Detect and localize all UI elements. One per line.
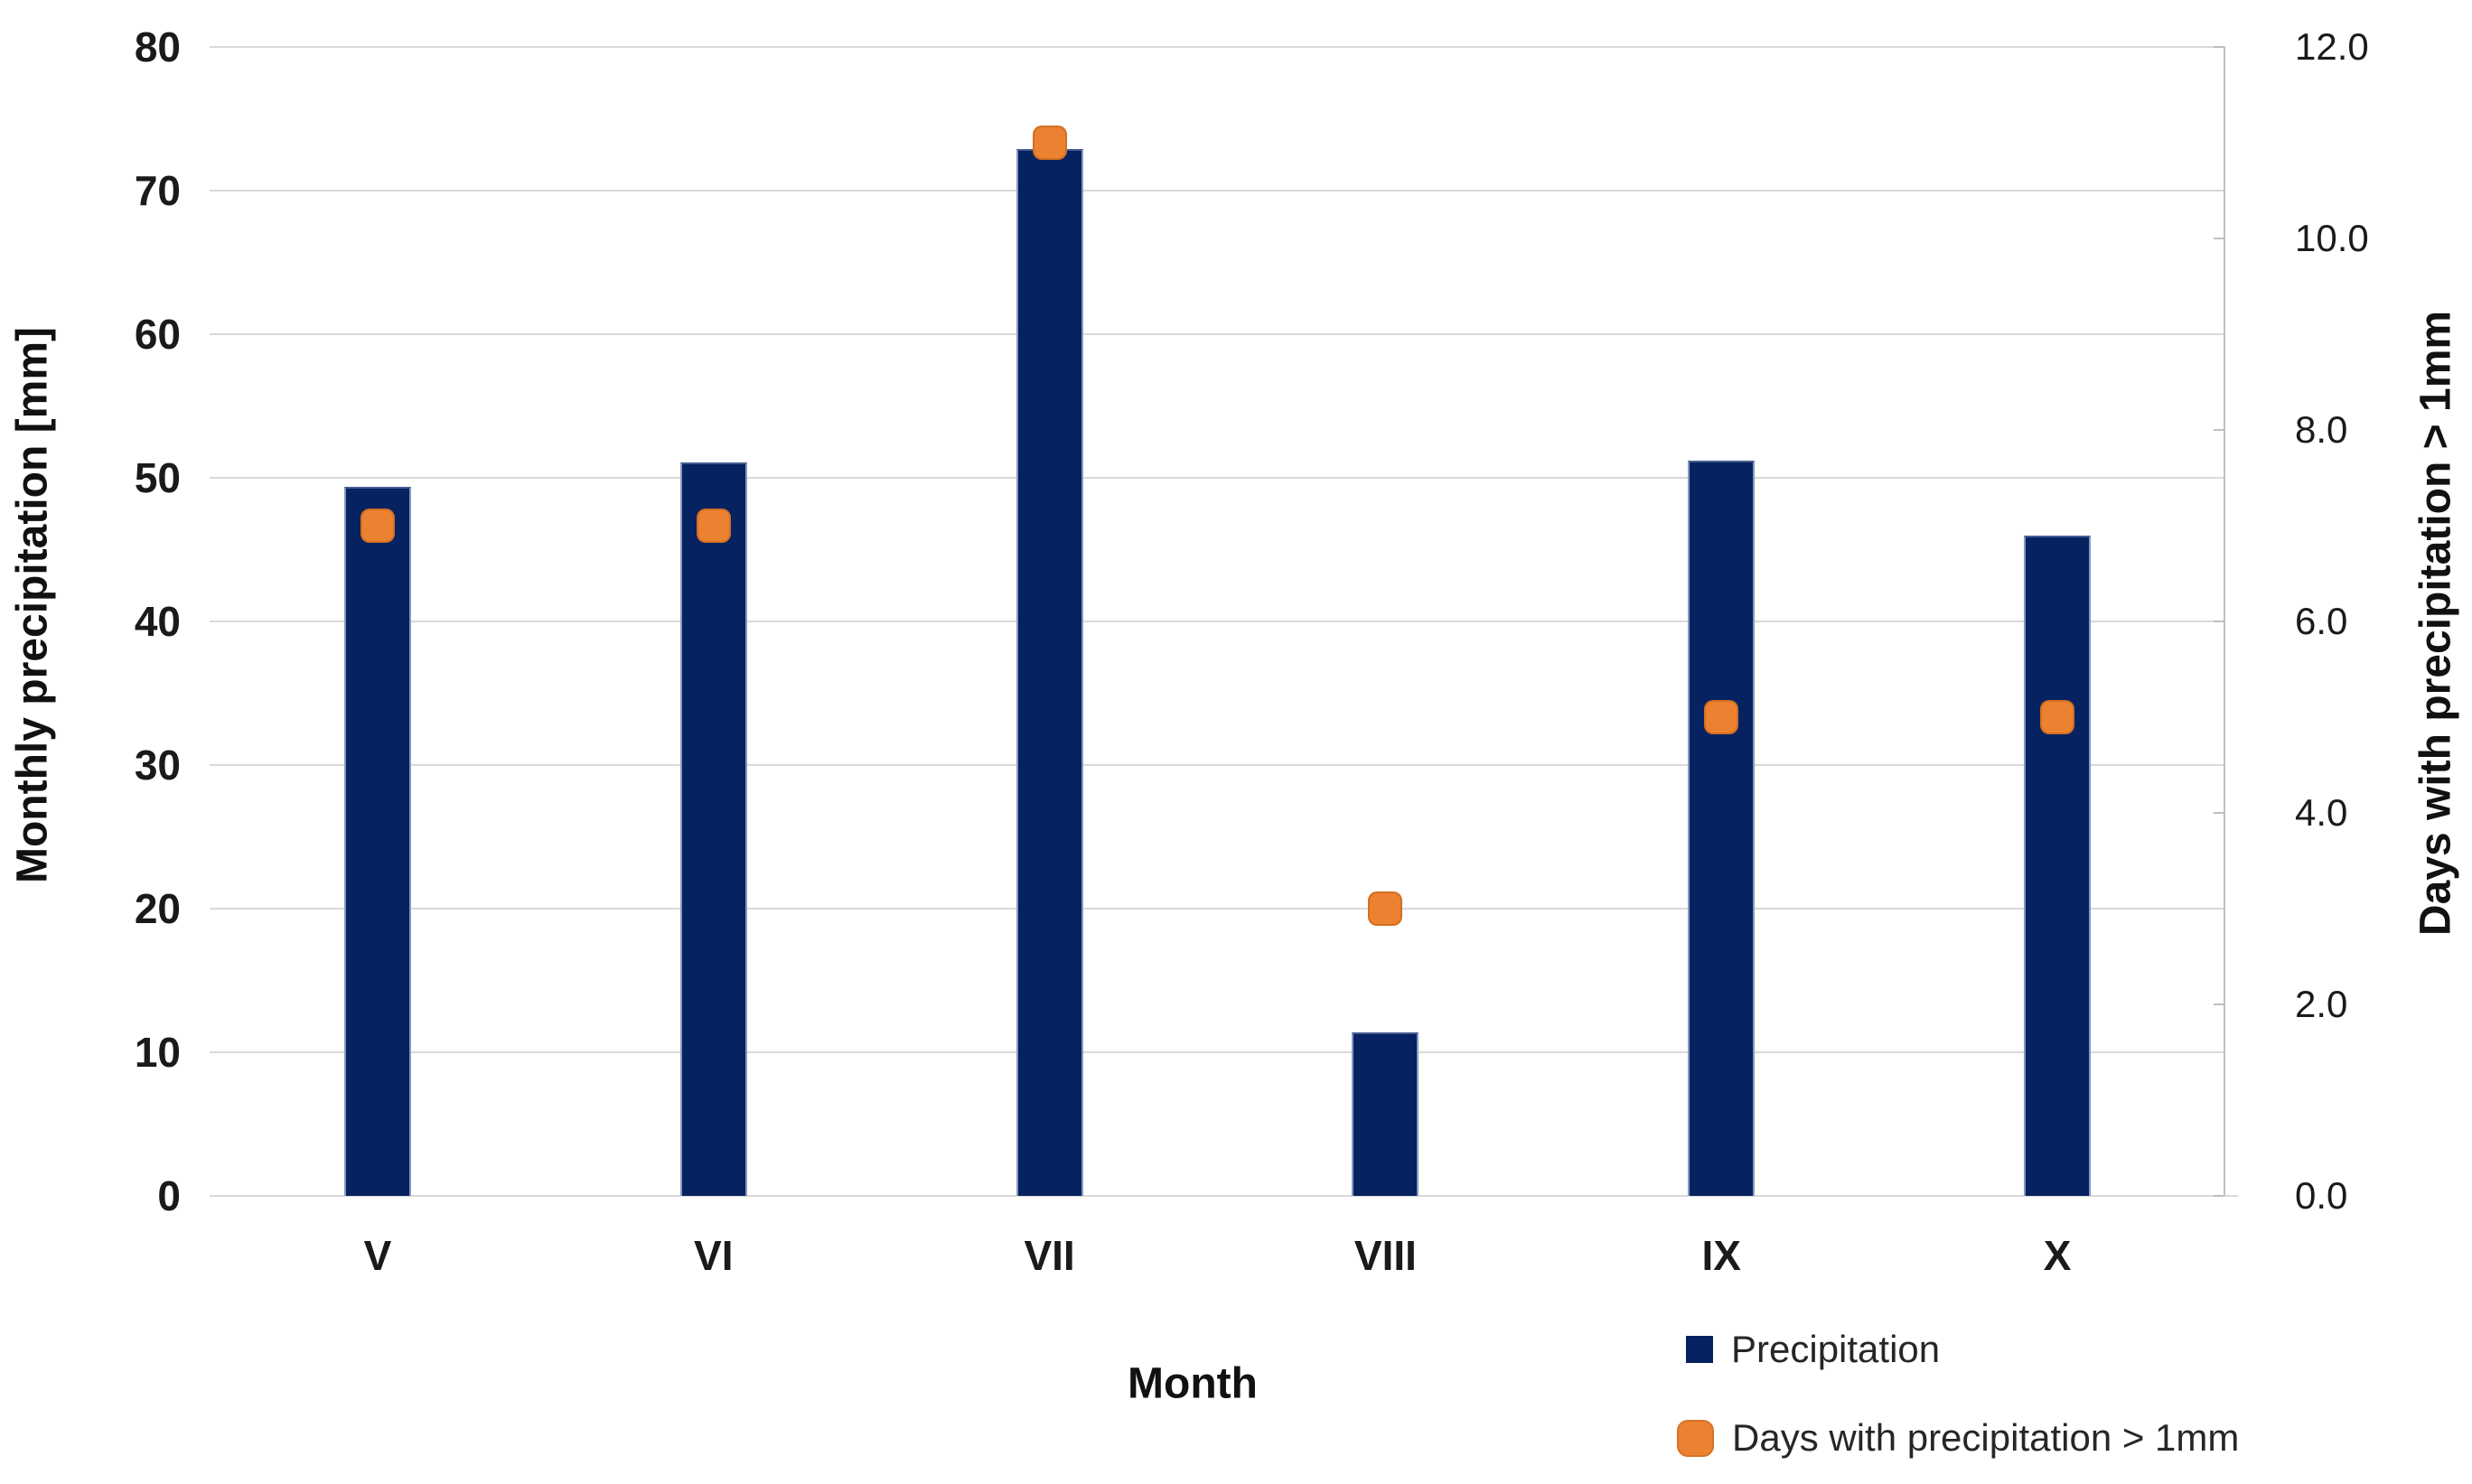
right-axis-tick-label: 10.0: [2295, 217, 2369, 259]
gridline: [210, 908, 2225, 910]
x-tick-label-VI: VI: [694, 1232, 734, 1279]
x-tick-label-VII: VII: [1024, 1232, 1075, 1279]
left-axis-tick-label: 50: [134, 454, 181, 501]
left-axis-tick-label: 0: [157, 1172, 181, 1219]
marker-VI: [696, 509, 731, 543]
gridline: [210, 190, 2225, 191]
left-axis-tick-label: 60: [134, 311, 181, 358]
gridline: [210, 46, 2225, 48]
right-axis-tick: [2214, 812, 2224, 814]
marker-VIII: [1368, 891, 1403, 926]
legend-item-days: Days with precipitation > 1mm: [1677, 1413, 2239, 1463]
x-tick-label-V: V: [363, 1232, 392, 1279]
gridline: [210, 1051, 2225, 1053]
left-axis-tick-label: 40: [134, 598, 181, 645]
gridline: [210, 621, 2225, 622]
left-axis-tick-label: 80: [134, 23, 181, 70]
left-axis-tick-label: 70: [134, 167, 181, 214]
x-tick-label-VIII: VIII: [1353, 1232, 1417, 1279]
gridline: [210, 1195, 2238, 1197]
right-axis-tick-label: 4.0: [2295, 791, 2348, 834]
marker-VII: [1032, 126, 1067, 160]
right-axis-tick: [2214, 46, 2224, 48]
right-axis-tick-label: 0.0: [2295, 1174, 2348, 1217]
legend-label-precipitation: Precipitation: [1731, 1328, 1941, 1370]
bar-VI: [679, 462, 747, 1196]
right-axis-tick-label: 12.0: [2295, 25, 2369, 68]
marker-X: [2040, 700, 2075, 734]
left-axis-tick-label: 20: [134, 885, 181, 932]
left-axis-tick-label: 30: [134, 742, 181, 789]
right-axis-tick-label: 6.0: [2295, 600, 2348, 642]
gridline: [210, 333, 2225, 335]
x-tick-label-IX: IX: [1701, 1232, 1741, 1279]
right-axis-tick: [2214, 1003, 2224, 1005]
x-tick-label-X: X: [2043, 1232, 2072, 1279]
bar-VIII: [1352, 1031, 1419, 1196]
bar-VII: [1016, 148, 1083, 1196]
right-axis-tick-label: 8.0: [2295, 408, 2348, 451]
bar-V: [343, 486, 411, 1196]
right-axis-tick: [2214, 429, 2224, 431]
right-axis-line: [2224, 47, 2225, 1196]
marker-IX: [1704, 700, 1739, 734]
left-axis-tick-label: 10: [134, 1029, 181, 1076]
x-axis-title: Month: [1128, 1359, 1258, 1408]
legend-label-days: Days with precipitation > 1mm: [1732, 1416, 2240, 1459]
precipitation-bar-swatch-icon: [1686, 1336, 1713, 1363]
right-axis-tick: [2214, 238, 2224, 239]
legend-item-precipitation: Precipitation: [1686, 1326, 1940, 1373]
days-marker-swatch-icon: [1677, 1419, 1714, 1457]
bar-IX: [1688, 460, 1756, 1196]
right-axis-tick: [2214, 1195, 2224, 1197]
right-axis-tick-label: 2.0: [2295, 983, 2348, 1025]
bar-X: [2024, 535, 2092, 1196]
right-axis-tick: [2214, 621, 2224, 622]
gridline: [210, 764, 2225, 766]
gridline: [210, 477, 2225, 479]
marker-V: [360, 509, 395, 543]
